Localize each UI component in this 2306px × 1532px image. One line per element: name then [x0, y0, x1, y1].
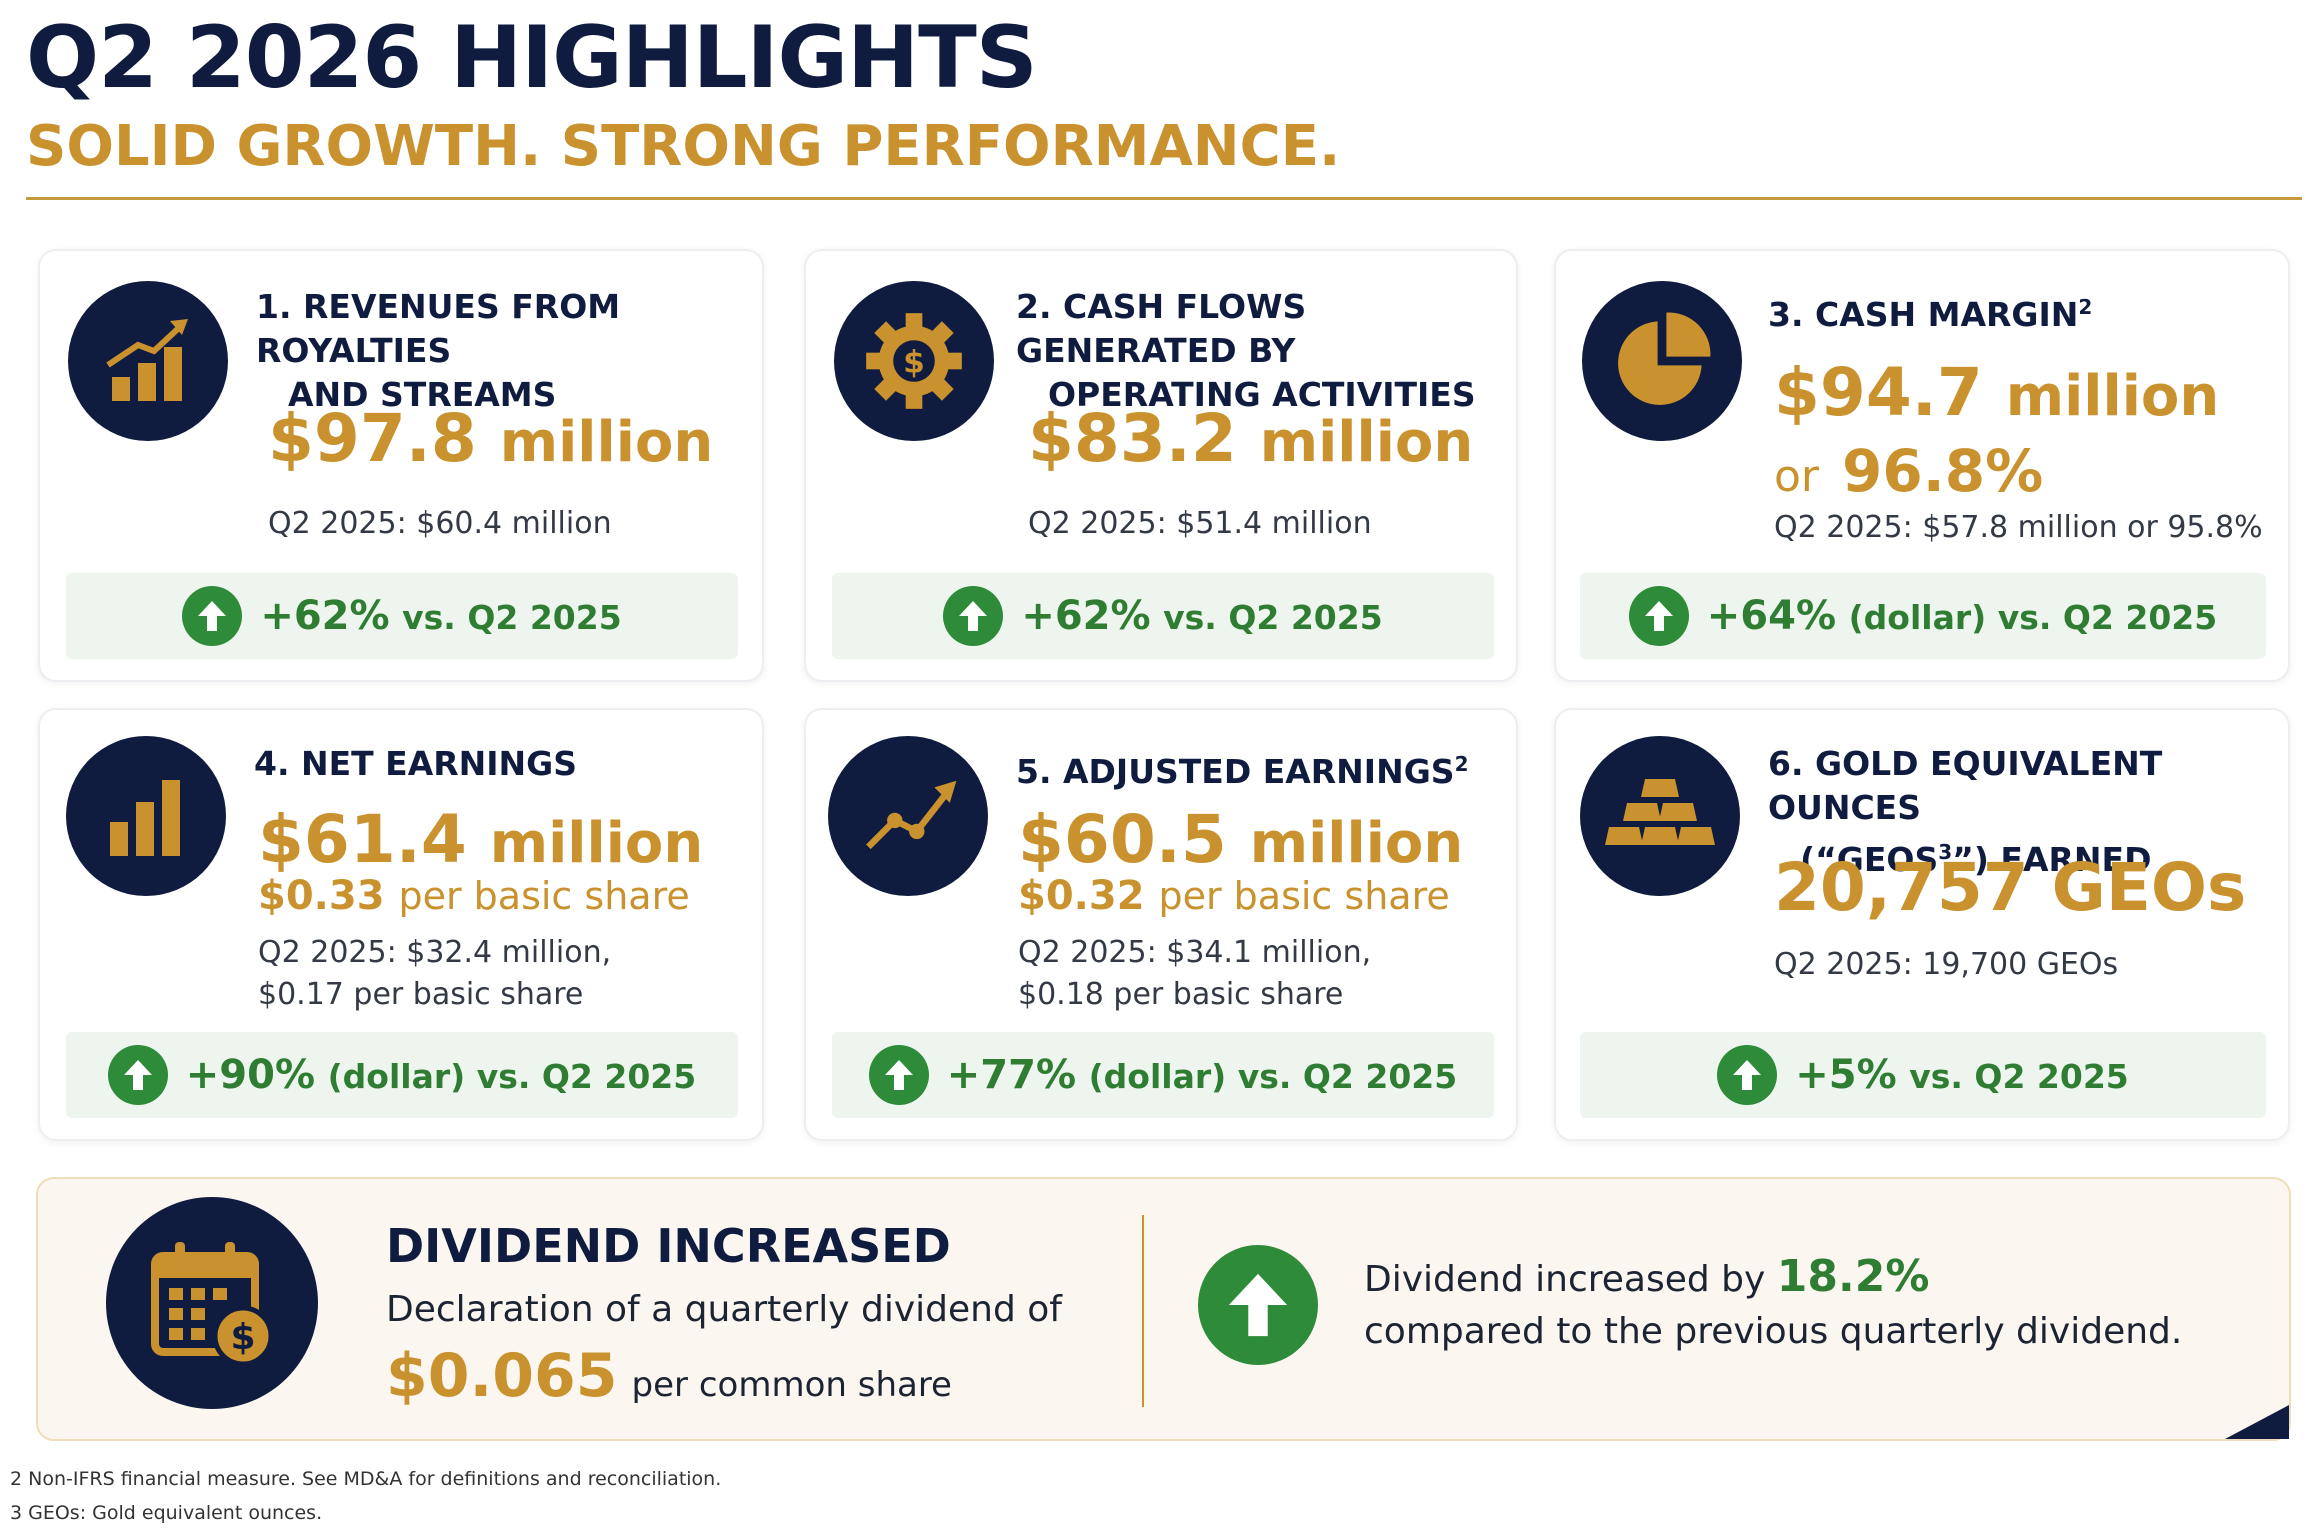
card-net-earnings: 4. NET EARNINGS $61.4 million $0.33 per … — [38, 708, 764, 1141]
card-value: $94.7 million — [1774, 354, 2220, 431]
arrow-up-icon — [1198, 1245, 1318, 1365]
gold-bars-icon — [1580, 736, 1740, 896]
card-change-bar: +62% vs. Q2 2025 — [832, 573, 1494, 659]
trend-line-icon — [828, 736, 988, 896]
card-revenues: 1. REVENUES FROM ROYALTIES AND STREAMS $… — [38, 249, 764, 682]
card-title: 5. ADJUSTED EARNINGS2 — [1016, 752, 1469, 791]
footnote: 3 GEOs: Gold equivalent ounces. — [10, 1502, 323, 1524]
card-cash-margin: 3. CASH MARGIN2 $94.7 million or 96.8% Q… — [1554, 249, 2290, 682]
card-title: 3. CASH MARGIN2 — [1768, 295, 2093, 334]
card-value: $97.8 million — [268, 400, 714, 477]
card-title: 6. GOLD EQUIVALENT OUNCES (“GEOS3”) EARN… — [1768, 744, 2163, 879]
pie-chart-icon — [1582, 281, 1742, 441]
arrow-up-icon — [107, 1045, 168, 1105]
header: Q2 2026 HIGHLIGHTS SOLID GROWTH. STRONG … — [26, 8, 2296, 182]
arrow-up-icon — [868, 1045, 929, 1105]
bar-chart-arrow-icon — [68, 281, 228, 441]
card-per-share: $0.32 per basic share — [1018, 873, 1450, 919]
card-adjusted-earnings: 5. ADJUSTED EARNINGS2 $60.5 million $0.3… — [804, 708, 1518, 1141]
card-change-bar: +5% vs. Q2 2025 — [1580, 1032, 2266, 1118]
card-prior: Q2 2025: $34.1 million, $0.18 per basic … — [1018, 935, 1372, 1012]
card-value: $83.2 million — [1028, 400, 1474, 477]
svg-text:$: $ — [903, 344, 925, 380]
dividend-amount: $0.065 per common share — [386, 1341, 952, 1411]
card-geos: 6. GOLD EQUIVALENT OUNCES (“GEOS3”) EARN… — [1554, 708, 2290, 1141]
dividend-divider — [1142, 1215, 1144, 1407]
card-value: 20,757 GEOs — [1774, 849, 2247, 926]
header-divider — [26, 197, 2302, 200]
card-title: 4. NET EARNINGS — [254, 744, 578, 783]
bar-chart-icon — [66, 736, 226, 896]
corner-accent — [2225, 1405, 2289, 1439]
dividend-panel: $ DIVIDEND INCREASED Declaration of a qu… — [36, 1177, 2291, 1441]
card-title: 1. REVENUES FROM ROYALTIES AND STREAMS — [256, 287, 621, 414]
card-value: $61.4 million — [258, 801, 704, 878]
card-per-share: $0.33 per basic share — [258, 873, 690, 919]
card-prior: Q2 2025: $32.4 million, $0.17 per basic … — [258, 935, 612, 1012]
card-value-percent: or 96.8% — [1774, 437, 2044, 505]
card-title: 2. CASH FLOWS GENERATED BY OPERATING ACT… — [1016, 287, 1476, 414]
svg-text:$: $ — [230, 1317, 255, 1358]
arrow-up-icon — [1628, 586, 1689, 646]
gear-dollar-icon: $ — [834, 281, 994, 441]
footnote: 2 Non-IFRS financial measure. See MD&A f… — [10, 1468, 722, 1490]
card-change-bar: +64% (dollar) vs. Q2 2025 — [1580, 573, 2266, 659]
arrow-up-icon — [1717, 1045, 1778, 1105]
card-change-bar: +77% (dollar) vs. Q2 2025 — [832, 1032, 1494, 1118]
page-subtitle: SOLID GROWTH. STRONG PERFORMANCE. — [26, 114, 1341, 179]
arrow-up-icon — [182, 586, 243, 646]
card-prior: Q2 2025: $51.4 million — [1028, 506, 1372, 541]
calendar-dollar-icon: $ — [106, 1197, 318, 1409]
dividend-increase-text: Dividend increased by 18.2% compared to … — [1364, 1251, 2183, 1352]
dividend-declaration: Declaration of a quarterly dividend of — [386, 1289, 1062, 1330]
card-prior: Q2 2025: $60.4 million — [268, 506, 612, 541]
card-change-bar: +62% vs. Q2 2025 — [66, 573, 738, 659]
arrow-up-icon — [943, 586, 1004, 646]
card-prior: Q2 2025: 19,700 GEOs — [1774, 947, 2119, 982]
card-value: $60.5 million — [1018, 801, 1464, 878]
card-change-bar: +90% (dollar) vs. Q2 2025 — [66, 1032, 738, 1118]
card-cash-flows: $ 2. CASH FLOWS GENERATED BY OPERATING A… — [804, 249, 1518, 682]
card-prior: Q2 2025: $57.8 million or 95.8% — [1774, 510, 2263, 545]
dividend-title: DIVIDEND INCREASED — [386, 1219, 951, 1273]
page-title: Q2 2026 HIGHLIGHTS — [26, 8, 1038, 108]
